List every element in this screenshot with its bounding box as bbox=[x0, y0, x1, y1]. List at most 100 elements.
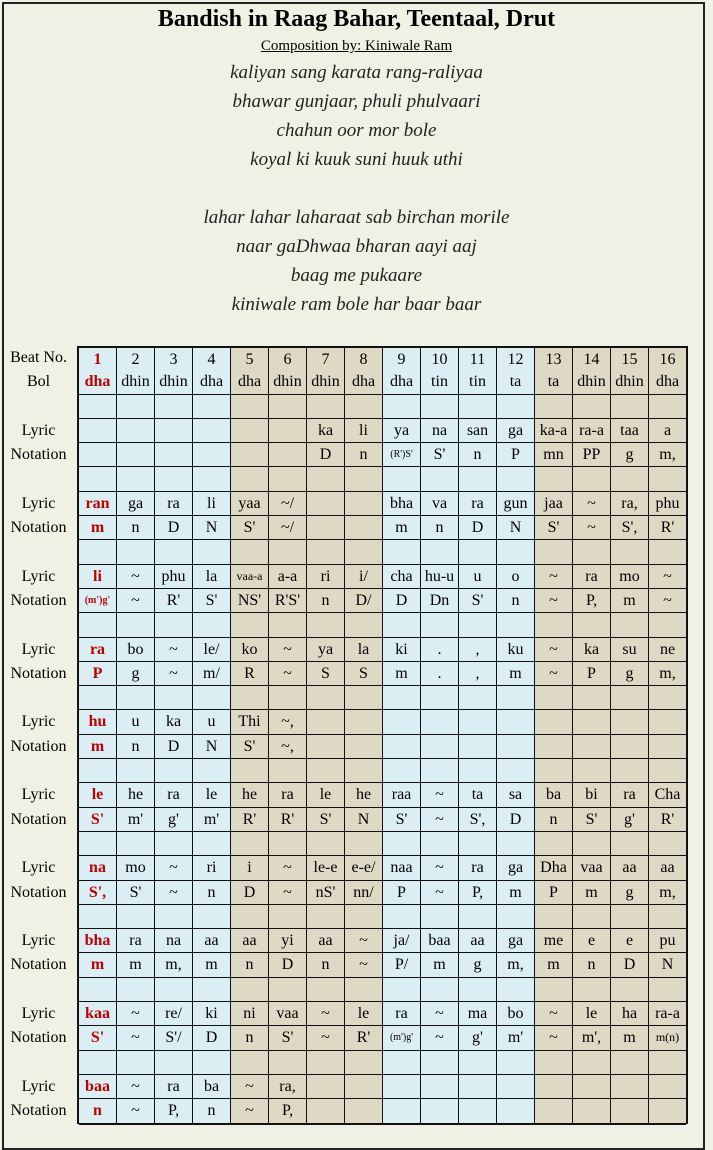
table-cell: R' bbox=[155, 588, 193, 614]
table-cell bbox=[535, 686, 573, 711]
row-label bbox=[0, 467, 77, 491]
table-cell: g' bbox=[611, 807, 649, 832]
table-cell bbox=[231, 759, 269, 784]
table-cell: yaa bbox=[231, 491, 269, 517]
table-cell: ra bbox=[383, 1002, 421, 1027]
verse-line: koyal ki kuuk suni huuk uthi bbox=[250, 149, 463, 170]
table-cell bbox=[383, 977, 421, 1003]
table-cell bbox=[421, 540, 459, 565]
table-cell: m bbox=[383, 516, 421, 541]
row-label: Notation bbox=[10, 810, 67, 828]
table-cell: 6 bbox=[269, 348, 307, 373]
row-label: Lyric bbox=[21, 1077, 56, 1095]
table-cell: 7 bbox=[307, 348, 345, 373]
table-cell bbox=[269, 467, 307, 492]
table-cell: ra, bbox=[611, 491, 649, 517]
table-cell: 11 bbox=[459, 348, 497, 373]
row-label: Lyric bbox=[21, 1005, 56, 1023]
table-cell: P, bbox=[155, 1099, 193, 1125]
table-cell bbox=[79, 759, 117, 784]
table-cell bbox=[307, 467, 345, 492]
table-cell bbox=[649, 831, 686, 857]
table-cell: n bbox=[497, 588, 535, 614]
lyric-row: Lyric ran ga ra li yaa ~/bha va ra gun jaa ~ ra, phu bbox=[0, 491, 688, 517]
lyric-row: Lyric ka li ya na san ga ka-a ra-a taa a bbox=[0, 418, 688, 444]
notation-row: Notation m n D N S' ~, bbox=[0, 734, 688, 760]
table-cell: , bbox=[459, 637, 497, 662]
table-cell: R'S' bbox=[269, 588, 307, 614]
table-cell: 2 bbox=[117, 348, 155, 373]
table-cell: me bbox=[535, 929, 573, 954]
table-cell: R bbox=[231, 661, 269, 687]
table-cell: R' bbox=[269, 807, 307, 832]
row-label: Lyric bbox=[21, 786, 56, 804]
table-cell bbox=[611, 710, 649, 735]
table-cell: S' bbox=[421, 443, 459, 468]
table-cell bbox=[345, 759, 383, 784]
notation-row: Notation n ~ P, n ~ P, bbox=[0, 1099, 688, 1125]
table-cell: su bbox=[611, 637, 649, 662]
lyric-row: Lyric le he ra le he ra le he raa ~ ta sa ba bi ra Cha bbox=[0, 783, 688, 808]
table-cell: ~, bbox=[269, 710, 307, 735]
table-cell: R' bbox=[649, 516, 686, 541]
table-cell bbox=[345, 710, 383, 735]
table-cell bbox=[79, 977, 117, 1003]
table-cell bbox=[535, 710, 573, 735]
table-cell bbox=[269, 540, 307, 565]
table-cell: P bbox=[497, 443, 535, 468]
table-cell: m', bbox=[573, 1026, 611, 1051]
table-cell bbox=[611, 1050, 649, 1075]
table-cell: dhin bbox=[117, 370, 155, 395]
table-cell: baa bbox=[421, 929, 459, 954]
table-cell bbox=[611, 1074, 649, 1100]
table-cell: ra bbox=[155, 491, 193, 517]
table-cell: aa bbox=[193, 929, 231, 954]
table-cell: bo bbox=[117, 637, 155, 662]
table-cell bbox=[497, 759, 535, 784]
table-cell bbox=[497, 734, 535, 760]
table-cell: 3 bbox=[155, 348, 193, 373]
table-cell: S' bbox=[573, 807, 611, 832]
table-cell: dha bbox=[193, 370, 231, 395]
table-cell bbox=[573, 1099, 611, 1125]
table-cell: ko bbox=[231, 637, 269, 662]
table-cell bbox=[497, 977, 535, 1003]
table-cell bbox=[421, 734, 459, 760]
verse-line: kiniwale ram bole har baar baar bbox=[231, 294, 482, 315]
table-cell bbox=[345, 394, 383, 419]
table-cell: m bbox=[497, 880, 535, 905]
lyric-row: Lyric li ~ phu la vaa-a a-a ri i/cha hu-u u o ~ ra mo ~ bbox=[0, 564, 688, 589]
row-label: Lyric bbox=[21, 713, 56, 731]
table-cell: ~ bbox=[535, 564, 573, 589]
table-cell: mo bbox=[117, 856, 155, 881]
table-cell bbox=[421, 1074, 459, 1100]
verse-line: chahun oor mor bole bbox=[276, 120, 437, 141]
table-cell: S bbox=[345, 661, 383, 687]
table-cell: S' bbox=[231, 516, 269, 541]
table-cell: he bbox=[117, 783, 155, 808]
table-cell: la bbox=[345, 637, 383, 662]
table-cell: g bbox=[611, 661, 649, 687]
table-cell: ta bbox=[459, 783, 497, 808]
page-title: Bandish in Raag Bahar, Teentaal, Drut bbox=[157, 6, 556, 32]
table-cell bbox=[307, 1099, 345, 1125]
table-cell bbox=[79, 904, 117, 930]
table-cell bbox=[535, 394, 573, 419]
table-cell bbox=[383, 1050, 421, 1075]
table-cell bbox=[269, 686, 307, 711]
table-cell bbox=[459, 831, 497, 857]
table-cell: ~ bbox=[117, 1074, 155, 1100]
table-cell bbox=[345, 734, 383, 760]
table-cell bbox=[345, 1099, 383, 1125]
table-cell bbox=[535, 831, 573, 857]
table-cell bbox=[421, 759, 459, 784]
table-cell: ~ bbox=[117, 564, 155, 589]
row-label: Lyric bbox=[21, 932, 56, 950]
table-cell: m/ bbox=[193, 661, 231, 687]
table-cell: m bbox=[79, 734, 117, 760]
table-cell: ra bbox=[117, 929, 155, 954]
table-cell bbox=[79, 613, 117, 638]
table-cell bbox=[611, 1099, 649, 1125]
table-cell bbox=[345, 831, 383, 857]
table-cell bbox=[535, 759, 573, 784]
